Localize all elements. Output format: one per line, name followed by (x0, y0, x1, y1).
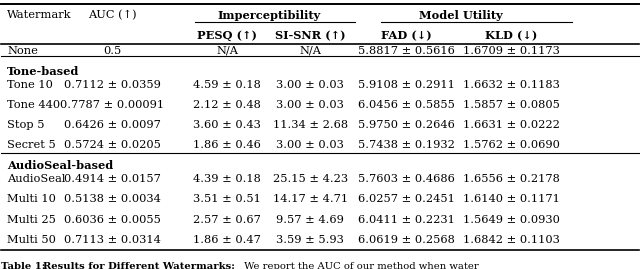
Text: 25.15 ± 4.23: 25.15 ± 4.23 (273, 174, 348, 184)
Text: 4.59 ± 0.18: 4.59 ± 0.18 (193, 80, 261, 90)
Text: 2.57 ± 0.67: 2.57 ± 0.67 (193, 215, 261, 225)
Text: Tone-based: Tone-based (7, 66, 79, 77)
Text: 5.7438 ± 0.1932: 5.7438 ± 0.1932 (358, 140, 454, 150)
Text: 1.6842 ± 0.1103: 1.6842 ± 0.1103 (463, 235, 560, 245)
Text: Watermark: Watermark (7, 10, 72, 20)
Text: 0.7113 ± 0.0314: 0.7113 ± 0.0314 (64, 235, 161, 245)
Text: 1.6709 ± 0.1173: 1.6709 ± 0.1173 (463, 46, 560, 56)
Text: 14.17 ± 4.71: 14.17 ± 4.71 (273, 194, 348, 204)
Text: 0.5: 0.5 (103, 46, 122, 56)
Text: 11.34 ± 2.68: 11.34 ± 2.68 (273, 120, 348, 130)
Text: 5.9750 ± 0.2646: 5.9750 ± 0.2646 (358, 120, 454, 130)
Text: 1.6140 ± 0.1171: 1.6140 ± 0.1171 (463, 194, 560, 204)
Text: 1.5649 ± 0.0930: 1.5649 ± 0.0930 (463, 215, 560, 225)
Text: 2.12 ± 0.48: 2.12 ± 0.48 (193, 100, 261, 110)
Text: 3.60 ± 0.43: 3.60 ± 0.43 (193, 120, 261, 130)
Text: 9.57 ± 4.69: 9.57 ± 4.69 (276, 215, 344, 225)
Text: 5.7603 ± 0.4686: 5.7603 ± 0.4686 (358, 174, 454, 184)
Text: Imperceptibility: Imperceptibility (218, 10, 321, 21)
Text: 6.0411 ± 0.2231: 6.0411 ± 0.2231 (358, 215, 454, 225)
Text: 1.86 ± 0.47: 1.86 ± 0.47 (193, 235, 261, 245)
Text: 0.7112 ± 0.0359: 0.7112 ± 0.0359 (64, 80, 161, 90)
Text: Multi 25: Multi 25 (7, 215, 56, 225)
Text: 3.00 ± 0.03: 3.00 ± 0.03 (276, 80, 344, 90)
Text: Multi 50: Multi 50 (7, 235, 56, 245)
Text: Tone 440: Tone 440 (7, 100, 60, 110)
Text: 1.6631 ± 0.0222: 1.6631 ± 0.0222 (463, 120, 560, 130)
Text: 1.5762 ± 0.0690: 1.5762 ± 0.0690 (463, 140, 560, 150)
Text: 0.5138 ± 0.0034: 0.5138 ± 0.0034 (64, 194, 161, 204)
Text: 6.0456 ± 0.5855: 6.0456 ± 0.5855 (358, 100, 454, 110)
Text: Table 1:: Table 1: (1, 263, 45, 269)
Text: Secret 5: Secret 5 (7, 140, 56, 150)
Text: 0.5724 ± 0.0205: 0.5724 ± 0.0205 (64, 140, 161, 150)
Text: 0.7787 ± 0.00091: 0.7787 ± 0.00091 (60, 100, 164, 110)
Text: 1.5857 ± 0.0805: 1.5857 ± 0.0805 (463, 100, 560, 110)
Text: 5.9108 ± 0.2911: 5.9108 ± 0.2911 (358, 80, 454, 90)
Text: AudioSeal: AudioSeal (7, 174, 65, 184)
Text: 1.86 ± 0.46: 1.86 ± 0.46 (193, 140, 261, 150)
Text: 5.8817 ± 0.5616: 5.8817 ± 0.5616 (358, 46, 454, 56)
Text: 3.00 ± 0.03: 3.00 ± 0.03 (276, 100, 344, 110)
Text: 6.0257 ± 0.2451: 6.0257 ± 0.2451 (358, 194, 454, 204)
Text: 3.51 ± 0.51: 3.51 ± 0.51 (193, 194, 261, 204)
Text: Model Utility: Model Utility (419, 10, 502, 21)
Text: N/A: N/A (216, 46, 239, 56)
Text: AUC (↑): AUC (↑) (88, 10, 137, 20)
Text: KLD (↓): KLD (↓) (485, 30, 538, 41)
Text: 3.00 ± 0.03: 3.00 ± 0.03 (276, 140, 344, 150)
Text: 3.59 ± 5.93: 3.59 ± 5.93 (276, 235, 344, 245)
Text: 0.6426 ± 0.0097: 0.6426 ± 0.0097 (64, 120, 161, 130)
Text: We report the AUC of our method when water: We report the AUC of our method when wat… (236, 263, 479, 269)
Text: SI-SNR (↑): SI-SNR (↑) (275, 30, 346, 41)
Text: 1.6632 ± 0.1183: 1.6632 ± 0.1183 (463, 80, 560, 90)
Text: Results for Different Watermarks:: Results for Different Watermarks: (38, 263, 235, 269)
Text: Tone 10: Tone 10 (7, 80, 53, 90)
Text: 6.0619 ± 0.2568: 6.0619 ± 0.2568 (358, 235, 454, 245)
Text: FAD (↓): FAD (↓) (381, 30, 431, 41)
Text: AudioSeal-based: AudioSeal-based (7, 160, 113, 171)
Text: None: None (7, 46, 38, 56)
Text: 4.39 ± 0.18: 4.39 ± 0.18 (193, 174, 261, 184)
Text: PESQ (↑): PESQ (↑) (197, 30, 257, 41)
Text: Multi 10: Multi 10 (7, 194, 56, 204)
Text: 0.6036 ± 0.0055: 0.6036 ± 0.0055 (64, 215, 161, 225)
Text: N/A: N/A (300, 46, 321, 56)
Text: 1.6556 ± 0.2178: 1.6556 ± 0.2178 (463, 174, 560, 184)
Text: Stop 5: Stop 5 (7, 120, 45, 130)
Text: 0.4914 ± 0.0157: 0.4914 ± 0.0157 (64, 174, 161, 184)
